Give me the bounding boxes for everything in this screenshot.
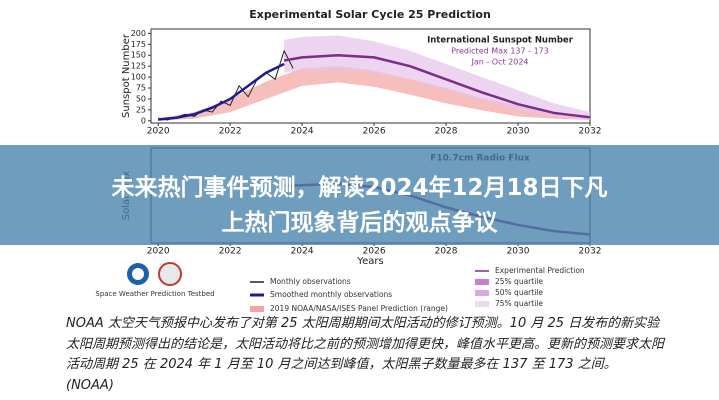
x-tick-label: 2030	[507, 247, 530, 257]
legend-swatch	[475, 301, 489, 307]
x-tick-label: 2024	[291, 127, 314, 137]
legend-label: Smoothed monthly observations	[270, 290, 392, 299]
legend-label: 50% quartile	[495, 288, 543, 297]
caption-line: (NOAA)	[66, 377, 114, 393]
legend-swatch	[250, 306, 264, 312]
x-tick-label: 2030	[507, 127, 530, 137]
caption-line: 太阳周期预测得出的结论是，太阳活动将比之前的预测增加得更快，峰值水平更高。更新的…	[66, 336, 665, 352]
caption-line: NOAA 太空天气预报中心发布了对第 25 太阳周期期间太阳活动的修订预测。10…	[66, 316, 660, 331]
legend-label: Experimental Prediction	[495, 266, 585, 275]
series-line	[158, 62, 285, 121]
x-tick-label: 2032	[579, 247, 602, 257]
series-line	[283, 53, 591, 119]
x-tick-label: 2020	[147, 247, 170, 257]
x-tick-label: 2022	[219, 127, 242, 137]
legend-swatch	[475, 290, 489, 296]
x-tick-label: 2026	[363, 247, 386, 257]
banner-line: 上热门现象背后的观点争议	[221, 210, 498, 236]
logo	[127, 262, 182, 286]
y-tick-label: 175	[131, 40, 146, 49]
y-tick-label: 50	[136, 94, 146, 103]
y-tick-label: 150	[131, 51, 146, 60]
legend-label: 75% quartile	[495, 299, 543, 308]
y-tick-label: 125	[131, 62, 146, 71]
x-axis-label: Years	[356, 256, 383, 267]
y-tick-label: 200	[131, 29, 146, 38]
x-tick-label: 2028	[435, 127, 458, 137]
legend-label: 2019 NOAA/NASA/ISES Panel Prediction (ra…	[270, 304, 448, 313]
x-tick-label: 2028	[435, 247, 458, 257]
x-tick-label: 2024	[291, 247, 314, 257]
banner-line: 未来热门事件预测，解读2024年12月18日下凡	[111, 175, 608, 201]
y-tick-label: 25	[136, 105, 146, 114]
y-tick-label: 75	[136, 84, 146, 93]
plot-frame	[150, 28, 591, 124]
band	[158, 66, 590, 121]
logo-text: Space Weather Prediction Testbed	[95, 290, 214, 298]
x-tick-label: 2022	[219, 247, 242, 257]
annotation: Jan - Oct 2024	[470, 58, 528, 67]
legend-label: Monthly observations	[270, 277, 351, 286]
legend-swatch	[475, 279, 489, 285]
x-tick-label: 2032	[579, 127, 602, 137]
x-tick-label: 2020	[147, 127, 170, 137]
y-tick-label: 0	[141, 116, 146, 125]
annotation: International Sunspot Number	[427, 36, 574, 46]
annotation: Predicted Max 137 - 173	[451, 47, 549, 56]
caption: NOAA 太空天气预报中心发布了对第 25 太阳周期期间太阳活动的修订预测。10…	[66, 314, 706, 396]
y-axis-label: Sunspot Number	[121, 33, 132, 118]
y-tick-label: 100	[131, 73, 146, 82]
chart-title: Experimental Solar Cycle 25 Prediction	[249, 8, 491, 21]
title-banner: 未来热门事件预测，解读2024年12月18日下凡 上热门现象背后的观点争议	[0, 145, 719, 245]
caption-line: 活动周期 25 在 2024 年 1 月至 10 月之间达到峰值，太阳黑子数量最…	[66, 357, 617, 372]
x-tick-label: 2026	[363, 127, 386, 137]
legend-label: 25% quartile	[495, 277, 543, 286]
